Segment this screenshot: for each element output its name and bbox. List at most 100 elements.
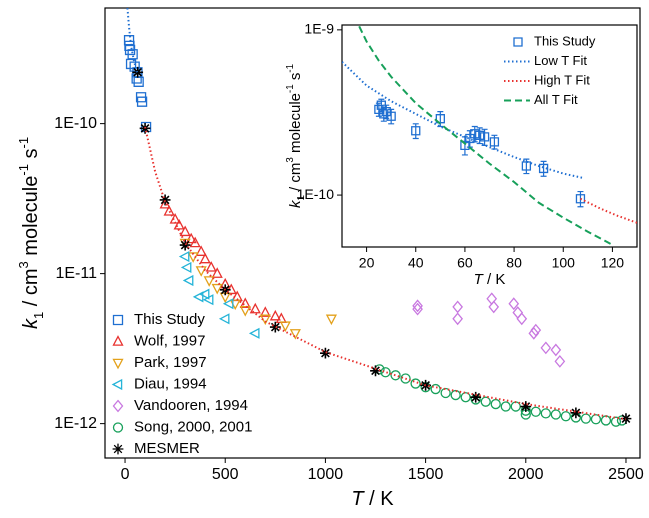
data-point bbox=[178, 250, 190, 263]
data-point bbox=[124, 44, 136, 56]
axis-label-part: -1 bbox=[16, 137, 31, 149]
x-tick-label: 20 bbox=[359, 255, 375, 271]
inset-background bbox=[342, 25, 637, 247]
axis-label-part: molecule bbox=[287, 93, 304, 157]
data-point bbox=[510, 401, 521, 412]
data-point bbox=[550, 409, 561, 420]
axis-label-part: k bbox=[287, 199, 304, 208]
data-point bbox=[475, 130, 485, 140]
axis-label-part: / cm bbox=[287, 163, 304, 196]
legend-marker bbox=[112, 399, 124, 413]
data-point bbox=[520, 409, 531, 420]
data-point bbox=[325, 314, 337, 326]
data-point bbox=[123, 35, 135, 46]
data-point bbox=[127, 49, 138, 60]
axis-label-part: 3 bbox=[16, 261, 31, 268]
legend-marker bbox=[112, 422, 124, 433]
x-tick-label: 2500 bbox=[608, 466, 644, 483]
data-point bbox=[376, 100, 386, 110]
data-point bbox=[508, 297, 520, 311]
data-point bbox=[179, 239, 191, 251]
fit-line bbox=[144, 126, 627, 421]
axis-label: k1 / cm3 molecule-1 s-1 bbox=[285, 64, 307, 208]
axis-label-part: 1 bbox=[31, 312, 46, 319]
data-point bbox=[470, 394, 481, 405]
data-point bbox=[159, 197, 171, 209]
data-point bbox=[520, 401, 532, 412]
axis-label-part: / K bbox=[483, 271, 506, 288]
fit-line bbox=[342, 61, 584, 179]
data-point bbox=[380, 367, 391, 378]
legend-label: This Study bbox=[134, 311, 205, 328]
axis-label-part: / K bbox=[364, 488, 395, 510]
data-point bbox=[530, 323, 542, 337]
legend-label: Diau, 1994 bbox=[134, 375, 207, 392]
data-point bbox=[239, 305, 251, 317]
y-tick-label: 1E-10 bbox=[54, 115, 97, 132]
data-point bbox=[460, 392, 471, 403]
data-point bbox=[540, 408, 551, 419]
data-point bbox=[450, 389, 461, 401]
axis-label-part: s bbox=[287, 73, 304, 85]
data-point bbox=[218, 313, 230, 325]
y-tick-label: 1E-12 bbox=[54, 415, 97, 432]
data-point bbox=[590, 414, 602, 425]
data-point bbox=[195, 245, 207, 256]
data-point bbox=[259, 306, 271, 317]
legend-marker bbox=[513, 37, 523, 47]
data-point bbox=[205, 261, 217, 272]
data-point bbox=[136, 96, 148, 107]
data-point bbox=[222, 298, 234, 310]
data-point bbox=[600, 415, 612, 426]
data-point bbox=[580, 413, 592, 424]
data-point bbox=[480, 396, 491, 407]
data-point bbox=[269, 309, 281, 321]
data-point bbox=[269, 321, 281, 333]
plot-area bbox=[342, 25, 637, 246]
data-point bbox=[198, 288, 210, 300]
y-tick-label: 1E-11 bbox=[55, 265, 97, 282]
data-point bbox=[163, 205, 175, 216]
data-point bbox=[488, 300, 500, 314]
data-point bbox=[370, 365, 381, 377]
axis-label-part: 1 bbox=[296, 195, 307, 200]
data-point bbox=[211, 267, 223, 278]
fit-line bbox=[126, 8, 139, 73]
data-point bbox=[173, 218, 185, 230]
legend-label: Song, 2000, 2001 bbox=[134, 418, 252, 435]
data-point bbox=[179, 225, 191, 237]
axis-label-part: k bbox=[20, 318, 42, 329]
data-point bbox=[386, 111, 396, 121]
data-point bbox=[470, 129, 480, 139]
data-point bbox=[320, 347, 331, 359]
x-tick-label: 1500 bbox=[408, 466, 444, 483]
legend-label: Low T Fit bbox=[534, 53, 587, 68]
data-point bbox=[133, 76, 144, 87]
x-tick-label: 40 bbox=[408, 255, 424, 271]
data-point bbox=[538, 163, 549, 174]
data-point bbox=[452, 300, 464, 314]
data-point bbox=[528, 326, 540, 340]
plot-area bbox=[123, 8, 632, 427]
data-point bbox=[279, 321, 291, 332]
data-point bbox=[180, 261, 192, 273]
legend-label: All T Fit bbox=[534, 92, 578, 107]
x-tick-label: 60 bbox=[457, 255, 473, 271]
axis-label-part: T bbox=[474, 271, 485, 288]
x-tick-label: 120 bbox=[601, 255, 625, 271]
data-point bbox=[470, 391, 482, 403]
axis-label-part: 3 bbox=[285, 157, 296, 162]
data-point bbox=[570, 407, 582, 419]
data-point bbox=[182, 274, 194, 287]
axis-label-part: -1 bbox=[285, 84, 296, 93]
data-point bbox=[203, 276, 215, 287]
axis-label-part: -1 bbox=[285, 64, 296, 73]
x-tick-label: 80 bbox=[506, 255, 522, 271]
data-point bbox=[289, 329, 301, 340]
data-point bbox=[500, 401, 511, 412]
data-point bbox=[202, 294, 214, 306]
data-point bbox=[516, 312, 528, 326]
axis-label: k1 / cm3 molecule-1 s-1 bbox=[16, 137, 46, 329]
data-point bbox=[540, 341, 552, 355]
